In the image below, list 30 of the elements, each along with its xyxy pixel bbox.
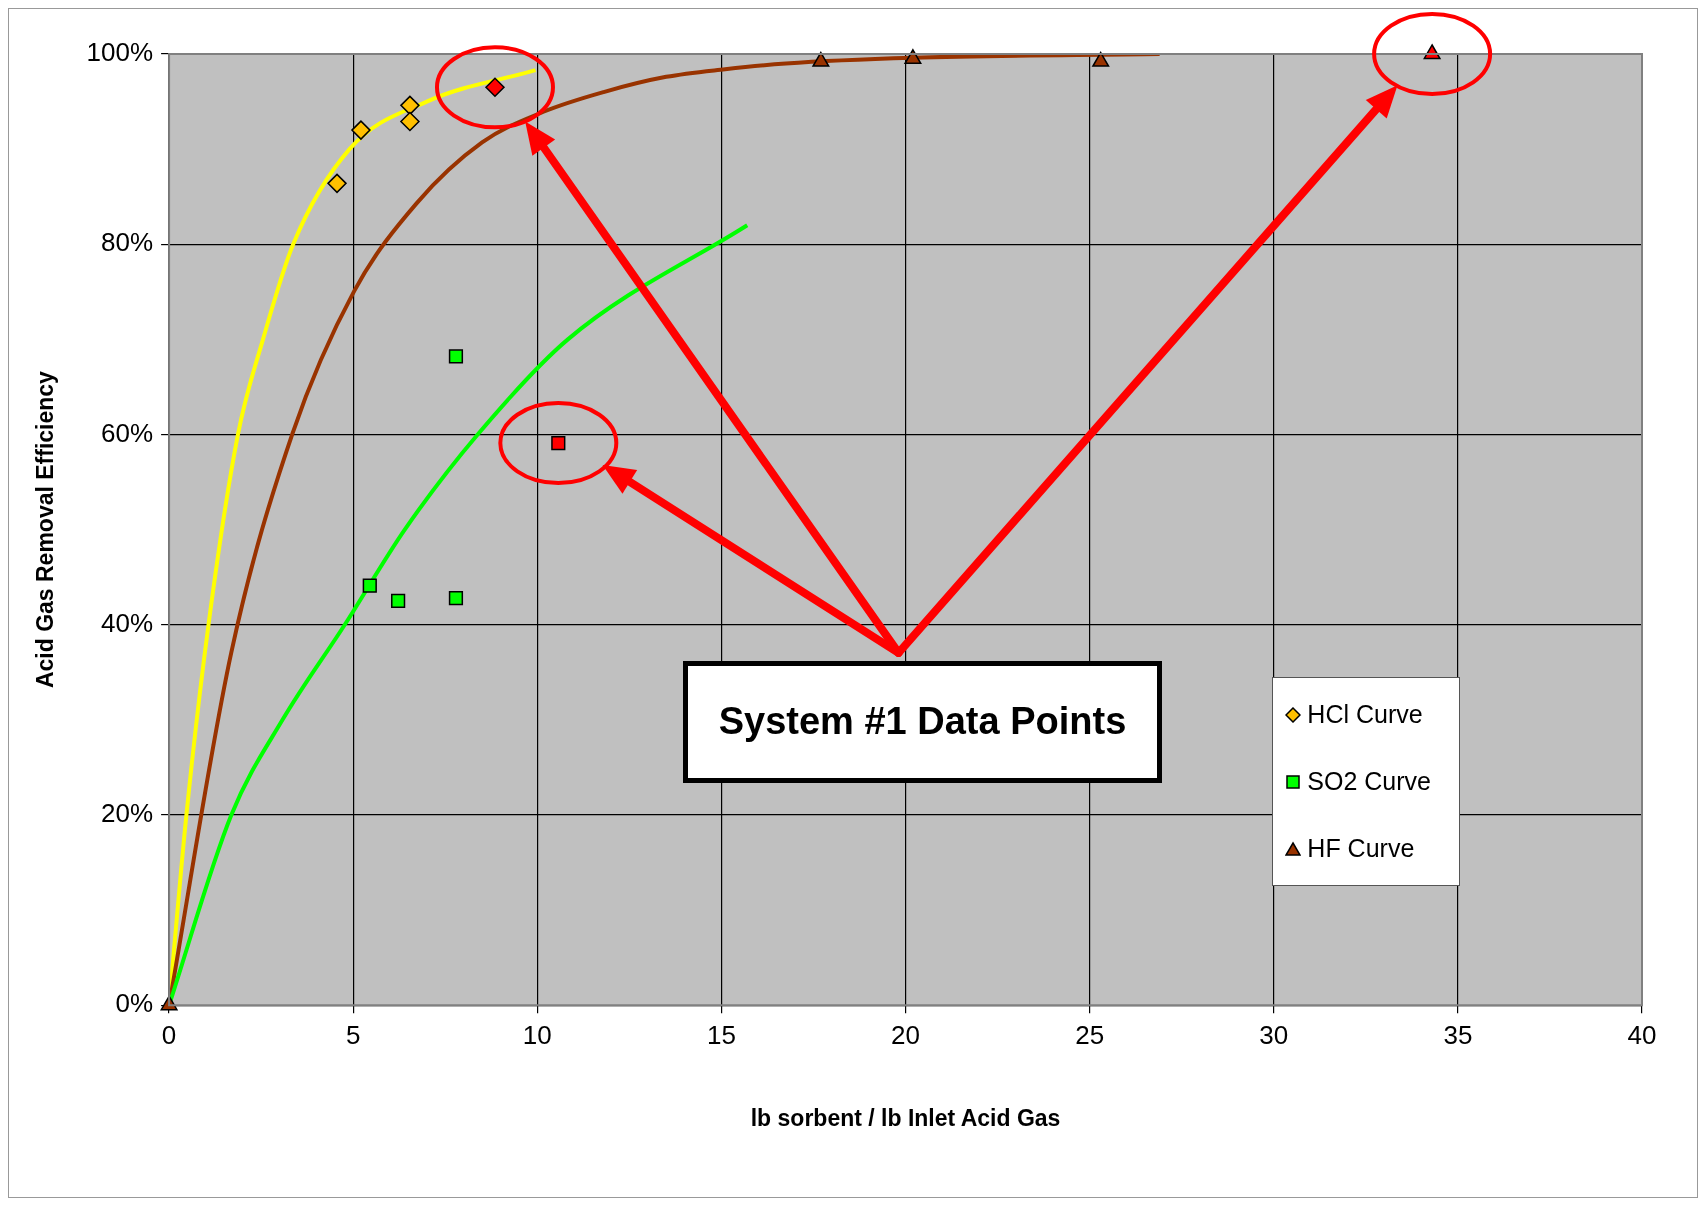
legend-label: HF Curve [1307,834,1415,864]
point [904,49,922,65]
legend-label: HCl Curve [1307,700,1423,730]
x-tick-label: 5 [345,1019,361,1050]
x-tick-label: 30 [1259,1019,1289,1050]
x-axis-title: lb sorbent / lb Inlet Acid Gas [750,1104,1061,1131]
x-tick-label: 40 [1627,1019,1657,1050]
y-tick-label: 100% [86,37,154,68]
point [327,173,347,194]
point [400,111,420,132]
x-tick-label: 25 [1075,1019,1105,1050]
point [351,120,371,140]
legend-label: SO2 Curve [1307,767,1431,797]
x-tick-label: 0 [161,1019,177,1050]
point [362,578,377,593]
point [400,95,420,116]
y-axis-title: Acid Gas Removal Efficiency [32,370,59,689]
point [448,349,464,364]
x-tick-label: 10 [522,1019,552,1050]
x-tick-label: 20 [891,1019,921,1050]
x-tick-label: 15 [706,1019,736,1050]
y-tick-label: 60% [101,417,154,448]
y-tick-label: 20% [101,798,154,829]
point [448,590,464,606]
x-tick-label: 35 [1443,1019,1473,1050]
annotation: System #1 Data Points [683,660,1162,783]
y-tick-label: 0% [115,988,154,1019]
y-tick-label: 40% [101,607,154,638]
y-tick-label: 80% [101,227,154,258]
point [391,593,406,609]
